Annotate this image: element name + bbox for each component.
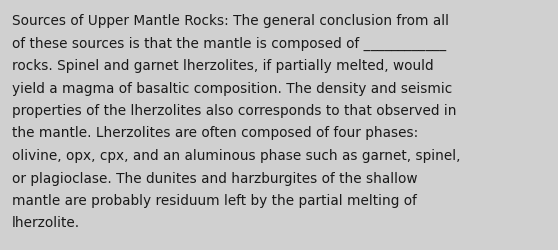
Text: of these sources is that the mantle is composed of ____________: of these sources is that the mantle is c… xyxy=(12,36,446,51)
Text: rocks. Spinel and garnet lherzolites, if partially melted, would: rocks. Spinel and garnet lherzolites, if… xyxy=(12,59,434,73)
Text: or plagioclase. The dunites and harzburgites of the shallow: or plagioclase. The dunites and harzburg… xyxy=(12,171,417,185)
Text: lherzolite.: lherzolite. xyxy=(12,216,80,230)
Text: Sources of Upper Mantle Rocks: The general conclusion from all: Sources of Upper Mantle Rocks: The gener… xyxy=(12,14,449,28)
Text: yield a magma of basaltic composition. The density and seismic: yield a magma of basaltic composition. T… xyxy=(12,81,452,95)
Text: mantle are probably residuum left by the partial melting of: mantle are probably residuum left by the… xyxy=(12,193,417,207)
Text: olivine, opx, cpx, and an aluminous phase such as garnet, spinel,: olivine, opx, cpx, and an aluminous phas… xyxy=(12,148,460,162)
Text: properties of the lherzolites also corresponds to that observed in: properties of the lherzolites also corre… xyxy=(12,104,456,118)
Text: the mantle. Lherzolites are often composed of four phases:: the mantle. Lherzolites are often compos… xyxy=(12,126,418,140)
